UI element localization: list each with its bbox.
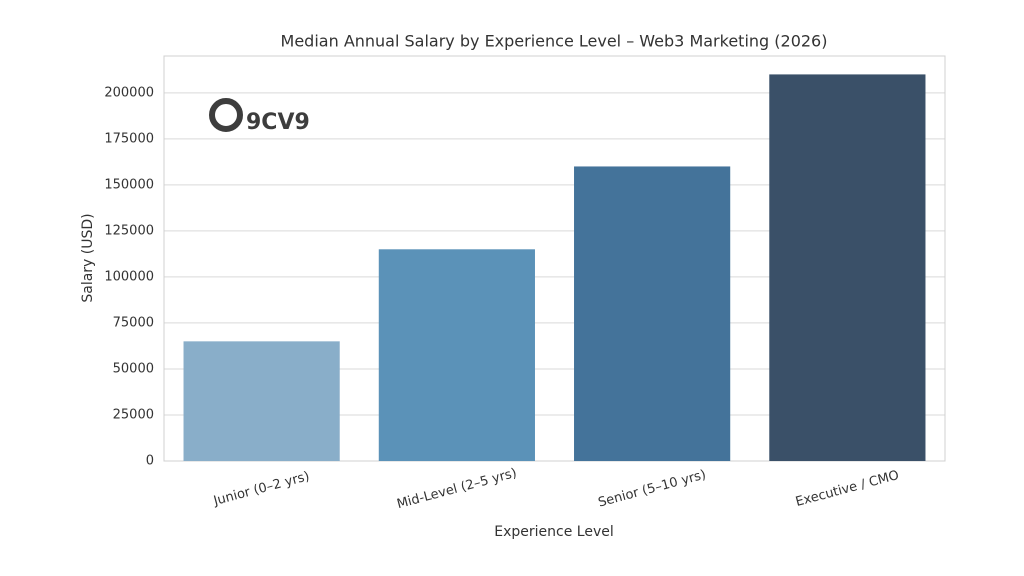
y-axis-label: Salary (USD): [80, 213, 96, 302]
logo-icon: [209, 98, 243, 132]
y-tick-label: 75000: [113, 315, 154, 330]
chart-title: Median Annual Salary by Experience Level…: [281, 32, 828, 51]
y-tick-label: 150000: [104, 177, 154, 192]
y-tick-label: 25000: [113, 407, 154, 422]
y-tick-label: 175000: [104, 131, 154, 146]
y-tick-label: 50000: [113, 361, 154, 376]
y-tick-label: 100000: [104, 269, 154, 284]
x-axis-label: Experience Level: [494, 524, 613, 540]
bar: [574, 166, 731, 462]
logo-text: 9CV9: [246, 110, 310, 135]
bar: [378, 249, 535, 461]
y-tick-label: 0: [146, 454, 154, 469]
y-tick-label: 200000: [104, 85, 154, 100]
y-tick-label: 125000: [104, 223, 154, 238]
plot-frame: [163, 55, 946, 462]
bar: [769, 74, 926, 461]
logo: 9CV9: [209, 98, 310, 135]
bar: [183, 341, 340, 461]
